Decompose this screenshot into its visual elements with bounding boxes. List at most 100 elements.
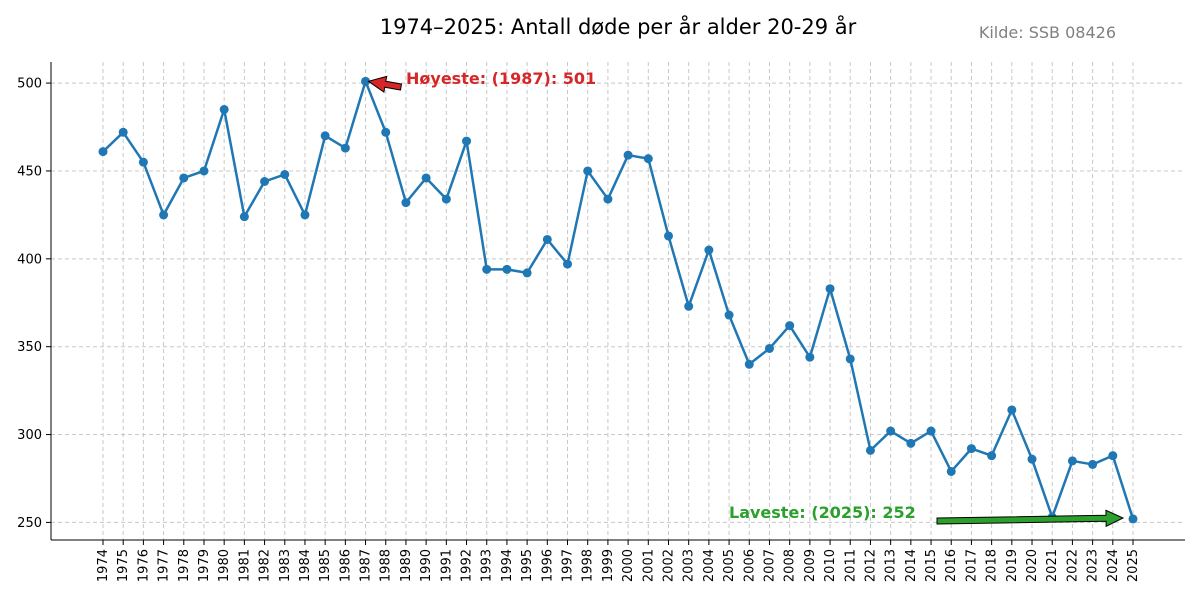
data-point — [522, 268, 532, 278]
x-tick-label: 2022 — [1065, 549, 1080, 582]
x-tick-label: 1989 — [399, 549, 414, 582]
x-tick-label: 1974 — [96, 549, 111, 582]
data-point — [361, 76, 371, 86]
data-point — [421, 173, 431, 183]
data-point — [138, 157, 148, 167]
data-point — [401, 198, 411, 208]
chart-title: 1974–2025: Antall døde per år alder 20-2… — [380, 14, 857, 39]
x-tick-label: 1980 — [217, 549, 232, 582]
x-tick-label: 2003 — [682, 549, 697, 582]
data-point — [199, 166, 209, 176]
tick-layer: 1974 1975 1976 1977 1978 1979 1980 1981 1982 1983… — [17, 77, 1141, 583]
x-tick-label: 2015 — [924, 549, 939, 582]
data-point — [462, 136, 472, 146]
data-point — [1027, 454, 1037, 464]
x-tick-label: 1977 — [157, 549, 172, 582]
x-tick-label: 1993 — [480, 549, 495, 582]
data-point — [623, 150, 633, 160]
x-tick-label: 2020 — [1025, 549, 1040, 582]
data-point — [906, 438, 916, 448]
x-tick-label: 1983 — [278, 549, 293, 582]
max-annotation-arrow — [367, 75, 403, 93]
x-tick-label: 2011 — [843, 549, 858, 582]
data-point — [300, 210, 310, 220]
data-point — [1128, 514, 1138, 524]
data-point — [966, 444, 976, 454]
x-tick-label: 1984 — [298, 549, 313, 582]
data-point — [441, 194, 451, 204]
grid-layer — [51, 62, 1185, 540]
x-tick-label: 1994 — [500, 549, 515, 582]
x-tick-label: 2016 — [944, 549, 959, 582]
data-point — [159, 210, 169, 220]
x-tick-label: 2025 — [1126, 549, 1141, 582]
x-tick-label: 1981 — [237, 549, 252, 582]
data-point — [1088, 459, 1098, 469]
x-tick-label: 2002 — [661, 549, 676, 582]
x-tick-label: 1975 — [116, 549, 131, 582]
data-point — [542, 234, 552, 244]
x-tick-label: 1996 — [540, 549, 555, 582]
x-tick-label: 2009 — [803, 549, 818, 582]
data-point — [643, 154, 653, 164]
series-layer — [98, 76, 1138, 524]
data-point — [118, 127, 128, 137]
x-tick-label: 2000 — [621, 549, 636, 582]
y-tick-label: 450 — [17, 164, 42, 179]
x-tick-label: 1976 — [136, 549, 151, 582]
source-note: Kilde: SSB 08426 — [979, 23, 1116, 42]
data-point — [502, 264, 512, 274]
data-point — [563, 259, 573, 269]
y-tick-label: 250 — [17, 516, 42, 531]
x-tick-label: 1982 — [258, 549, 273, 582]
data-point — [663, 231, 673, 241]
x-tick-label: 2024 — [1106, 549, 1121, 582]
y-tick-label: 300 — [17, 428, 42, 443]
data-point — [744, 359, 754, 369]
x-tick-label: 1990 — [419, 549, 434, 582]
data-point — [239, 212, 249, 222]
x-tick-label: 1999 — [601, 549, 616, 582]
y-tick-label: 500 — [17, 77, 42, 92]
x-tick-label: 1995 — [520, 549, 535, 582]
x-tick-label: 1978 — [177, 549, 192, 582]
data-point — [987, 451, 997, 461]
data-point — [482, 264, 492, 274]
x-tick-label: 2006 — [742, 549, 757, 582]
annotation-layer: Høyeste: (1987): 501 Laveste: (2025): 252 — [367, 69, 1125, 528]
x-tick-label: 1986 — [338, 549, 353, 582]
data-point — [825, 284, 835, 294]
x-tick-label: 1991 — [439, 549, 454, 582]
data-point — [320, 131, 330, 141]
x-tick-label: 1998 — [581, 549, 596, 582]
x-tick-label: 1985 — [318, 549, 333, 582]
x-tick-label: 2013 — [884, 549, 899, 582]
x-tick-label: 1988 — [379, 549, 394, 582]
x-tick-label: 2008 — [783, 549, 798, 582]
data-point — [179, 173, 189, 183]
data-point — [684, 301, 694, 311]
data-point — [603, 194, 613, 204]
data-point — [260, 177, 270, 186]
x-tick-label: 1992 — [460, 549, 475, 582]
data-point — [926, 426, 936, 436]
data-point — [98, 147, 108, 157]
data-point — [381, 127, 391, 137]
min-annotation-arrow — [936, 509, 1125, 528]
data-point — [886, 426, 896, 436]
max-annotation-label: Høyeste: (1987): 501 — [406, 69, 596, 88]
data-point — [865, 445, 875, 455]
x-tick-label: 2012 — [863, 549, 878, 582]
data-point — [785, 321, 795, 331]
data-point — [1108, 451, 1118, 461]
x-tick-label: 2007 — [762, 549, 777, 582]
x-tick-label: 2023 — [1086, 549, 1101, 582]
x-tick-label: 2017 — [964, 549, 979, 582]
data-point — [845, 354, 855, 364]
data-point — [280, 169, 290, 179]
data-point — [1067, 456, 1077, 466]
x-tick-label: 2018 — [985, 549, 1000, 582]
x-tick-label: 2014 — [904, 549, 919, 582]
data-point — [1007, 405, 1017, 415]
